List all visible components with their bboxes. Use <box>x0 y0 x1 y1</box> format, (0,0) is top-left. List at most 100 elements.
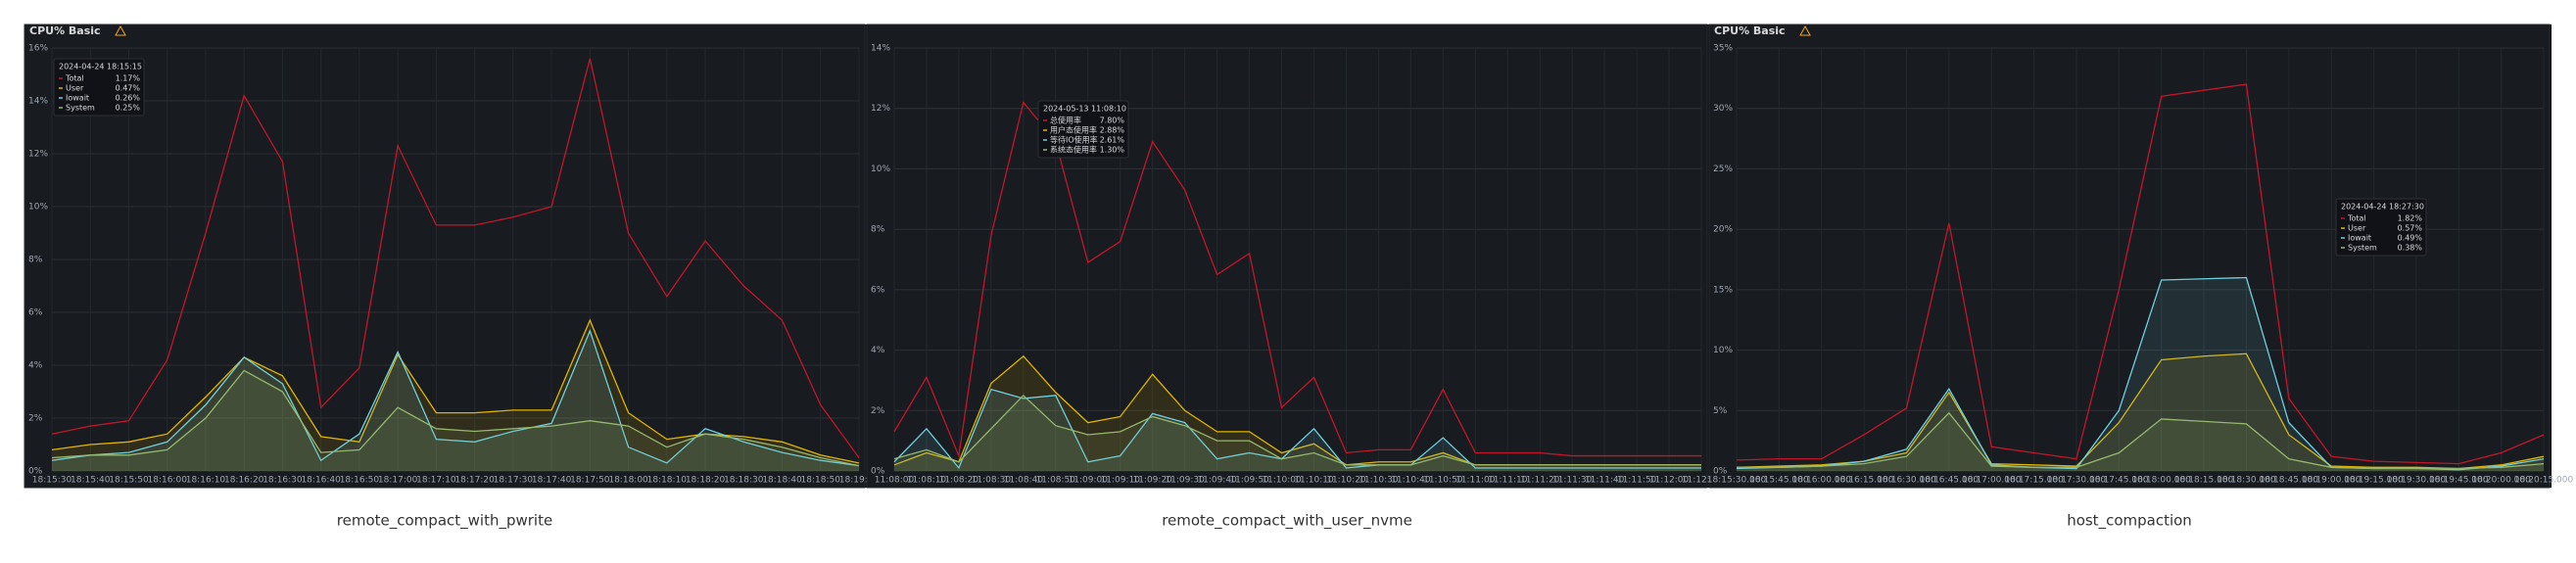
caption: remote_compact_with_pwrite <box>337 512 552 531</box>
y-tick-label: 12% <box>28 150 48 160</box>
x-tick-label: 11:11:40 <box>1585 476 1625 486</box>
y-tick-label: 25% <box>1713 164 1733 174</box>
y-tick-label: 10% <box>1713 346 1733 355</box>
x-tick-label: 18:18:30 <box>724 476 764 486</box>
x-tick-label: 11:09:50 <box>1229 476 1269 486</box>
y-tick-label: 14% <box>871 44 890 54</box>
x-tick-label: 18:17:00 <box>378 476 418 486</box>
x-tick-label: 18:17:00.000 <box>1962 476 2022 486</box>
tooltip-value: 2.88% <box>1100 126 1125 135</box>
x-tick-label: 11:10:50 <box>1423 476 1463 486</box>
x-tick-label: 11:10:20 <box>1326 476 1366 486</box>
series-line <box>893 388 1701 470</box>
x-tick-label: 18:18:20 <box>686 476 726 486</box>
y-tick-label: 0% <box>871 467 885 477</box>
series-line <box>1737 411 2545 470</box>
tooltip-name: User <box>66 84 84 93</box>
series-line <box>893 394 1701 466</box>
series-area <box>1737 277 2544 471</box>
y-tick-label: 0% <box>1713 467 1728 477</box>
tooltip-name: 系统态使用率 <box>1050 145 1097 155</box>
x-tick-label: 18:15:45.000 <box>1749 476 1809 486</box>
caption: remote_compact_with_user_nvme <box>1162 512 1412 531</box>
x-tick-label: 11:11:30 <box>1552 476 1593 486</box>
tooltip-name: 等待IO使用率 <box>1050 135 1098 145</box>
tooltip-name: System <box>2348 244 2377 253</box>
y-tick-label: 35% <box>1713 44 1733 54</box>
tooltip-name: User <box>2348 224 2366 233</box>
y-tick-label: 5% <box>1713 406 1728 416</box>
y-tick-label: 8% <box>871 225 885 235</box>
x-tick-label: 11:10:00 <box>1262 476 1302 486</box>
tooltip-value: 0.26% <box>116 94 141 103</box>
x-tick-label: 18:18:10 <box>647 476 688 486</box>
series-area <box>52 330 859 471</box>
x-tick-label: 18:18:00 <box>608 476 648 486</box>
x-tick-label: 18:15:40 <box>71 476 111 486</box>
x-tick-label: 18:16:20 <box>224 476 264 486</box>
series-area <box>894 389 1701 471</box>
x-tick-label: 11:11:20 <box>1520 476 1560 486</box>
x-tick-label: 18:17:50 <box>570 476 610 486</box>
x-tick-label: 11:08:10 <box>907 476 947 486</box>
y-tick-label: 0% <box>28 467 43 477</box>
y-tick-label: 20% <box>1713 225 1733 235</box>
series-area <box>1737 412 2544 471</box>
tooltip-name: 用户态使用率 <box>1050 125 1097 135</box>
x-tick-label: 11:10:10 <box>1294 476 1334 486</box>
tooltip-name: Iowait <box>2348 234 2371 243</box>
panel-title: CPU% Basic <box>29 24 101 37</box>
y-tick-label: 6% <box>28 308 43 318</box>
tooltip-value: 0.57% <box>2398 224 2423 233</box>
x-tick-label: 18:17:45.000 <box>2089 476 2149 486</box>
y-tick-label: 6% <box>871 285 885 295</box>
y-tick-label: 16% <box>28 44 48 54</box>
x-tick-label: 18:16:15.000 <box>1835 476 1894 486</box>
tooltip-time: 2024-05-13 11:08:10 <box>1043 105 1126 114</box>
x-tick-label: 11:10:40 <box>1391 476 1431 486</box>
tooltip-value: 0.49% <box>2398 234 2423 243</box>
tooltip-name: Total <box>65 74 84 83</box>
tooltip-name: System <box>66 104 95 113</box>
x-tick-label: 11:09:40 <box>1197 476 1237 486</box>
panel <box>24 23 866 489</box>
x-tick-label: 18:19:30.000 <box>2387 476 2447 486</box>
x-tick-label: 11:09:20 <box>1132 476 1172 486</box>
tooltip-name: Total <box>2347 214 2366 223</box>
x-tick-label: 18:16:50 <box>340 476 380 486</box>
y-tick-label: 2% <box>871 406 885 416</box>
series-line <box>51 369 860 467</box>
x-tick-label: 18:18:00.000 <box>2131 476 2191 486</box>
x-tick-label: 11:08:20 <box>939 476 979 486</box>
series-line <box>51 329 860 467</box>
x-tick-label: 18:17:30.000 <box>2047 476 2107 486</box>
x-tick-label: 11:11:50 <box>1617 476 1657 486</box>
x-tick-label: 11:11:10 <box>1488 476 1528 486</box>
x-tick-label: 18:15:50 <box>109 476 149 486</box>
x-tick-label: 18:16:30.000 <box>1877 476 1936 486</box>
tooltip-value: 1.30% <box>1100 146 1125 155</box>
x-tick-label: 18:17:15.000 <box>2004 476 2064 486</box>
x-tick-label: 18:16:00.000 <box>1792 476 1852 486</box>
x-tick-label: 18:17:10 <box>416 476 456 486</box>
x-tick-label: 11:12:10 <box>1682 476 1722 486</box>
x-tick-label: 11:09:00 <box>1069 476 1109 486</box>
series-area <box>894 355 1701 471</box>
series-line <box>1736 83 2545 465</box>
x-tick-label: 18:18:40 <box>762 476 802 486</box>
y-tick-label: 2% <box>28 414 43 424</box>
x-tick-label: 11:10:30 <box>1359 476 1399 486</box>
series-line <box>893 101 1701 459</box>
x-tick-label: 18:17:30 <box>494 476 534 486</box>
x-tick-label: 11:12:00 <box>1649 476 1690 486</box>
x-tick-label: 11:11:00 <box>1455 476 1496 486</box>
x-tick-label: 11:08:40 <box>1004 476 1044 486</box>
caption: host_compaction <box>2067 512 2192 531</box>
tooltip-value: 0.25% <box>116 104 141 113</box>
tooltip-time: 2024-04-24 18:27:30 <box>2341 203 2424 211</box>
y-tick-label: 4% <box>871 346 885 355</box>
tooltip-value: 2.61% <box>1100 136 1125 145</box>
warning-icon <box>1799 24 1811 36</box>
tooltip-time: 2024-04-24 18:15:15 <box>59 63 142 71</box>
